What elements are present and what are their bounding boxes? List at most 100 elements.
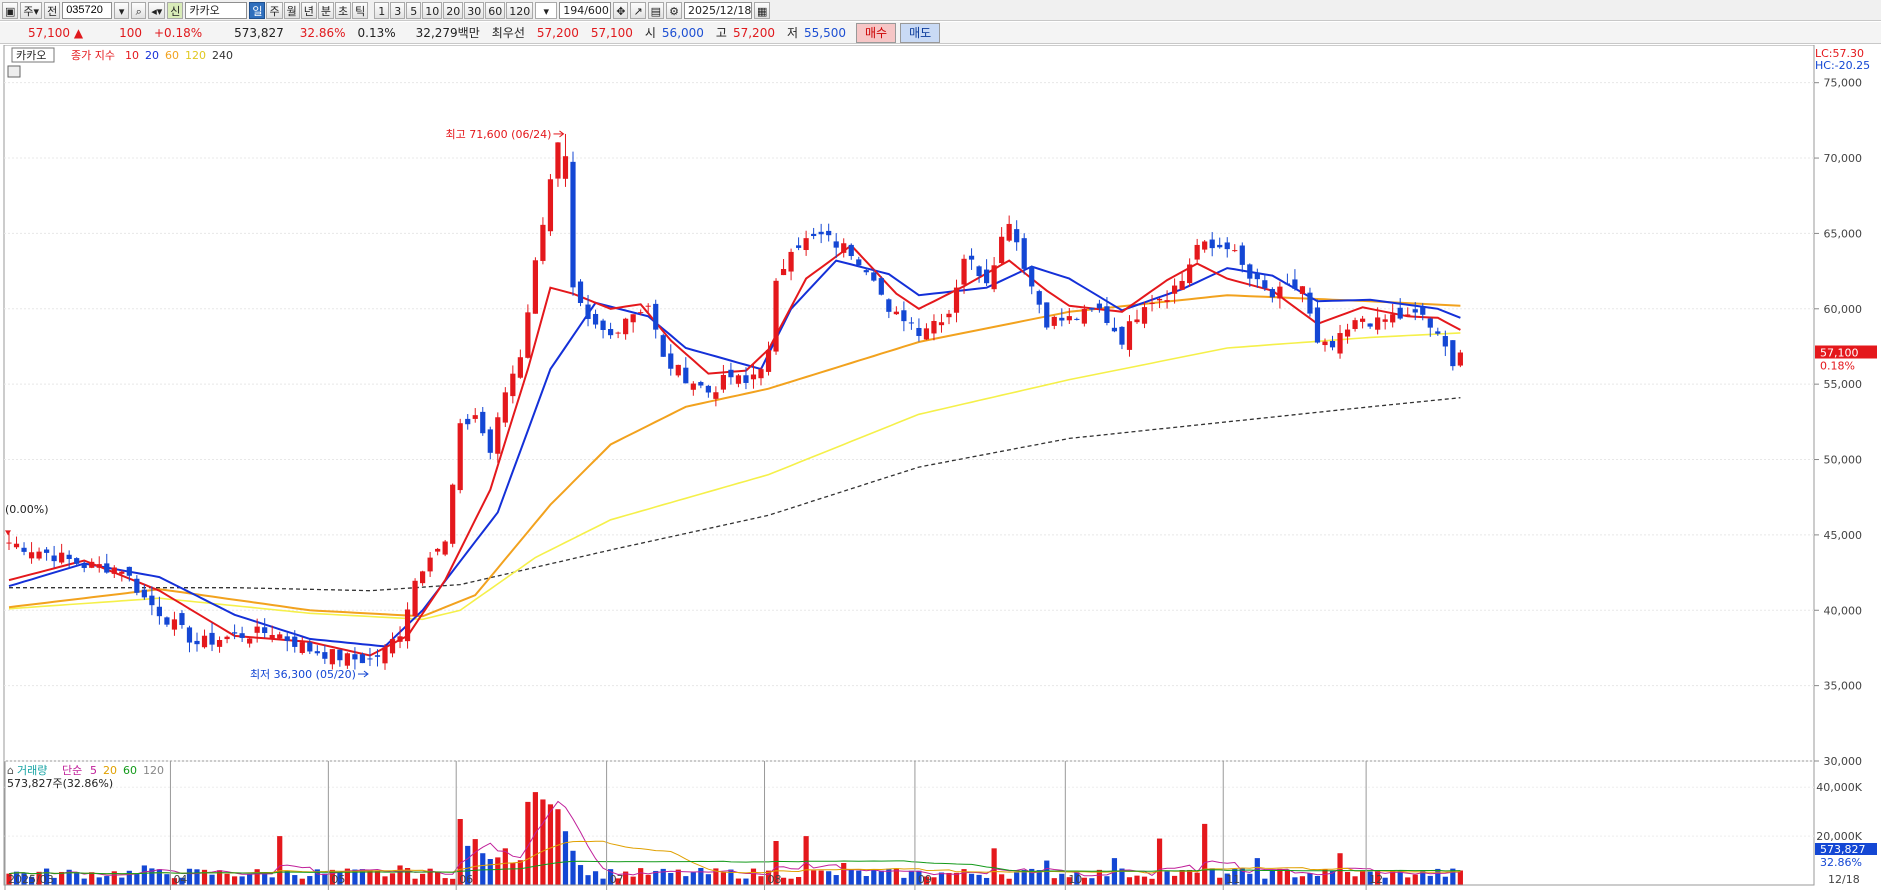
candle-body xyxy=(13,543,20,548)
volume-bar xyxy=(1329,871,1336,885)
ma-legend-item: 20 xyxy=(145,49,159,62)
interval-dropdown[interactable]: ▾ xyxy=(535,1,558,19)
volume-bar xyxy=(1021,869,1027,885)
start-marker-arrow xyxy=(5,530,11,536)
price-change-pct: +0.18% xyxy=(153,25,203,40)
volume-bar xyxy=(1202,823,1208,885)
candle-body xyxy=(502,392,508,423)
crosshair-icon[interactable]: ✥ xyxy=(613,1,629,19)
candle-body xyxy=(397,636,403,642)
sell-button[interactable]: 매도 xyxy=(900,22,941,43)
candle-body xyxy=(1435,331,1441,334)
candle-body xyxy=(1239,245,1245,265)
volume-bar xyxy=(1337,853,1343,885)
volume-bar xyxy=(1134,875,1140,885)
period-tab[interactable]: 초 xyxy=(334,1,352,19)
candle-body xyxy=(164,617,170,625)
volume-bar xyxy=(1239,868,1245,885)
chart-type-dropdown[interactable]: 주▾ xyxy=(20,1,43,19)
bar-count-field[interactable]: 194/600 xyxy=(559,1,612,19)
drawing-tool-icon[interactable]: ↗ xyxy=(630,1,646,19)
volume-bar xyxy=(1442,876,1448,885)
interval-button[interactable]: 10 xyxy=(422,1,443,19)
candle-body xyxy=(450,484,456,544)
period-tab[interactable]: 월 xyxy=(283,1,300,19)
candle-body xyxy=(1217,244,1223,248)
interval-button[interactable]: 120 xyxy=(506,1,534,19)
speaker-icon[interactable]: ◂▾ xyxy=(148,1,166,19)
panel-menu-icon[interactable] xyxy=(7,65,21,78)
volume-bar xyxy=(1314,876,1321,885)
calendar-icon[interactable]: ▦ xyxy=(753,1,771,19)
interval-button[interactable]: 3 xyxy=(390,1,406,19)
candle-body xyxy=(683,367,689,384)
volume-bar xyxy=(1029,868,1035,885)
volume-pct-badge: 32.86% xyxy=(1820,856,1862,869)
interval-button[interactable]: 1 xyxy=(374,1,390,19)
candle-body xyxy=(149,595,155,606)
volume-bar xyxy=(1269,869,1275,885)
x-tick-label: 10 xyxy=(1068,873,1082,886)
search-icon[interactable]: ⌕ xyxy=(131,1,147,19)
period-tab[interactable]: 일 xyxy=(249,1,266,19)
candle-body xyxy=(427,557,433,572)
volume-bar xyxy=(262,872,268,885)
volume-bar xyxy=(179,877,185,885)
candle-body xyxy=(472,415,478,419)
volume-bar xyxy=(547,804,554,885)
best-ask: 57,200 xyxy=(536,25,579,40)
stock-code-input[interactable] xyxy=(62,1,113,19)
candle-body xyxy=(630,314,636,323)
volume-bar xyxy=(6,873,12,885)
volume-bar xyxy=(194,869,200,885)
interval-button[interactable]: 60 xyxy=(485,1,506,19)
interval-button[interactable]: 5 xyxy=(406,1,422,19)
period-tab[interactable]: 년 xyxy=(300,1,317,19)
volume-bar xyxy=(1217,877,1223,885)
layout-icon[interactable]: ▣ xyxy=(2,1,19,19)
volume-bar xyxy=(1104,876,1110,885)
candle-body xyxy=(1262,280,1268,289)
candle-body xyxy=(608,329,614,336)
volume-bar xyxy=(1209,868,1215,885)
ma20-line xyxy=(8,259,1461,648)
x-tick-label: 2025/03 xyxy=(8,873,54,886)
candle-body xyxy=(36,551,42,559)
candle-body xyxy=(893,311,899,315)
save-icon[interactable]: ▤ xyxy=(647,1,665,19)
buy-button[interactable]: 매수 xyxy=(856,22,897,43)
date-field[interactable]: 2025/12/18 xyxy=(683,1,752,19)
interval-button[interactable]: 20 xyxy=(443,1,464,19)
interval-button[interactable]: 30 xyxy=(464,1,485,19)
volume-menu-icon[interactable]: ⌂ xyxy=(7,764,14,777)
candle-body xyxy=(953,287,960,313)
volume-bar xyxy=(675,869,681,885)
candle-body xyxy=(871,272,877,281)
period-tab[interactable]: 분 xyxy=(317,1,334,19)
candle-body xyxy=(532,260,538,314)
volume-bar xyxy=(660,868,666,885)
market-selector[interactable]: 전 xyxy=(44,1,61,19)
high-arrow-head xyxy=(559,130,565,138)
volume-bar xyxy=(314,869,320,885)
period-tab[interactable]: 틱 xyxy=(352,1,369,19)
candle-body xyxy=(1329,340,1336,348)
chart-area[interactable]: 75,000 70,000 65,000 60,000 55,000 50,000 45,0… xyxy=(0,45,1881,890)
volume-bar xyxy=(953,872,960,885)
settings-icon[interactable]: ⚙ xyxy=(666,1,682,19)
volume-bar xyxy=(1375,870,1381,885)
stock-name-field[interactable]: 카카오 xyxy=(185,1,248,19)
code-dropdown-icon[interactable]: ▾ xyxy=(114,1,130,19)
volume-bar xyxy=(66,869,72,885)
candle-body xyxy=(216,639,223,647)
candle-body xyxy=(1344,329,1351,337)
period-tab[interactable]: 주 xyxy=(266,1,283,19)
volume-value: 573,827 xyxy=(234,25,284,40)
best-bid: 57,100 xyxy=(590,25,633,40)
volume-bar xyxy=(1006,878,1012,885)
volume-bar xyxy=(232,876,238,885)
candle-body xyxy=(104,563,110,573)
candle-body xyxy=(796,245,802,248)
price-change: 100 xyxy=(119,25,142,40)
